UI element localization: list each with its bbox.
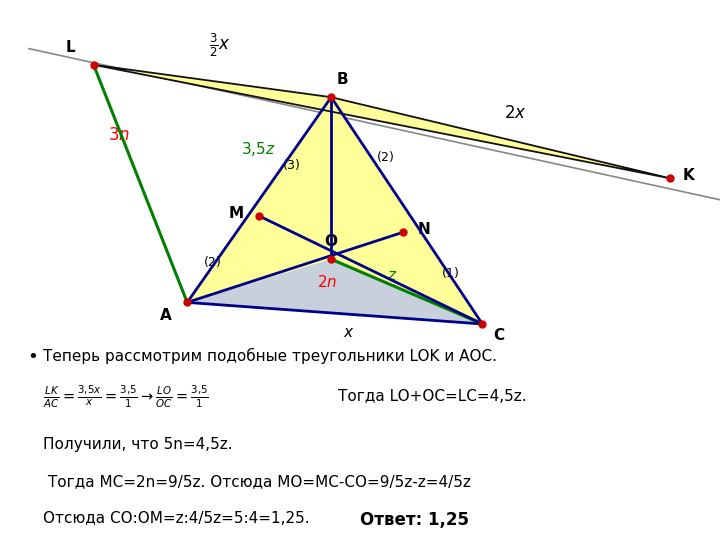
Text: Отсюда СО:ОМ=z:4/5z=5:4=1,25.: Отсюда СО:ОМ=z:4/5z=5:4=1,25. <box>43 511 310 526</box>
Text: $3n$: $3n$ <box>108 126 130 144</box>
Text: $2x$: $2x$ <box>503 104 526 122</box>
Text: Тогда LO+OC=LC=4,5z.: Тогда LO+OC=LC=4,5z. <box>338 389 527 404</box>
Text: $2n$: $2n$ <box>318 274 338 290</box>
Text: B: B <box>337 72 348 87</box>
Text: Теперь рассмотрим подобные треугольники LOK и АОС.: Теперь рассмотрим подобные треугольники … <box>43 348 498 364</box>
Text: L: L <box>66 40 76 55</box>
Text: C: C <box>493 328 504 343</box>
Text: A: A <box>160 308 171 323</box>
Text: $(2)$: $(2)$ <box>203 254 222 269</box>
Text: K: K <box>683 168 694 183</box>
Text: O: O <box>325 234 338 249</box>
Text: $\frac{3}{2}x$: $\frac{3}{2}x$ <box>209 32 230 59</box>
Text: $(3)$: $(3)$ <box>282 157 301 172</box>
Text: Получили, что 5n=4,5z.: Получили, что 5n=4,5z. <box>43 437 233 453</box>
Polygon shape <box>187 259 482 324</box>
Text: $\frac{LK}{AC}=\frac{3{,}5x}{x}=\frac{3{,}5}{1}\rightarrow\frac{LO}{OC}=\frac{3{: $\frac{LK}{AC}=\frac{3{,}5x}{x}=\frac{3{… <box>43 383 209 410</box>
Text: $(1)$: $(1)$ <box>441 265 459 280</box>
Text: •: • <box>27 348 38 366</box>
Text: $z$: $z$ <box>387 268 397 283</box>
Text: Тогда МС=2n=9/5z. Отсюда МО=МС-СО=9/5z-z=4/5z: Тогда МС=2n=9/5z. Отсюда МО=МС-СО=9/5z-z… <box>43 474 471 489</box>
Text: Ответ: 1,25: Ответ: 1,25 <box>360 511 469 529</box>
Text: N: N <box>418 222 431 237</box>
Polygon shape <box>94 65 670 178</box>
Text: $3{,}5z$: $3{,}5z$ <box>241 139 276 158</box>
Text: $x$: $x$ <box>343 325 355 340</box>
Polygon shape <box>187 97 482 324</box>
Text: M: M <box>228 206 243 221</box>
Text: $(2)$: $(2)$ <box>376 149 395 164</box>
